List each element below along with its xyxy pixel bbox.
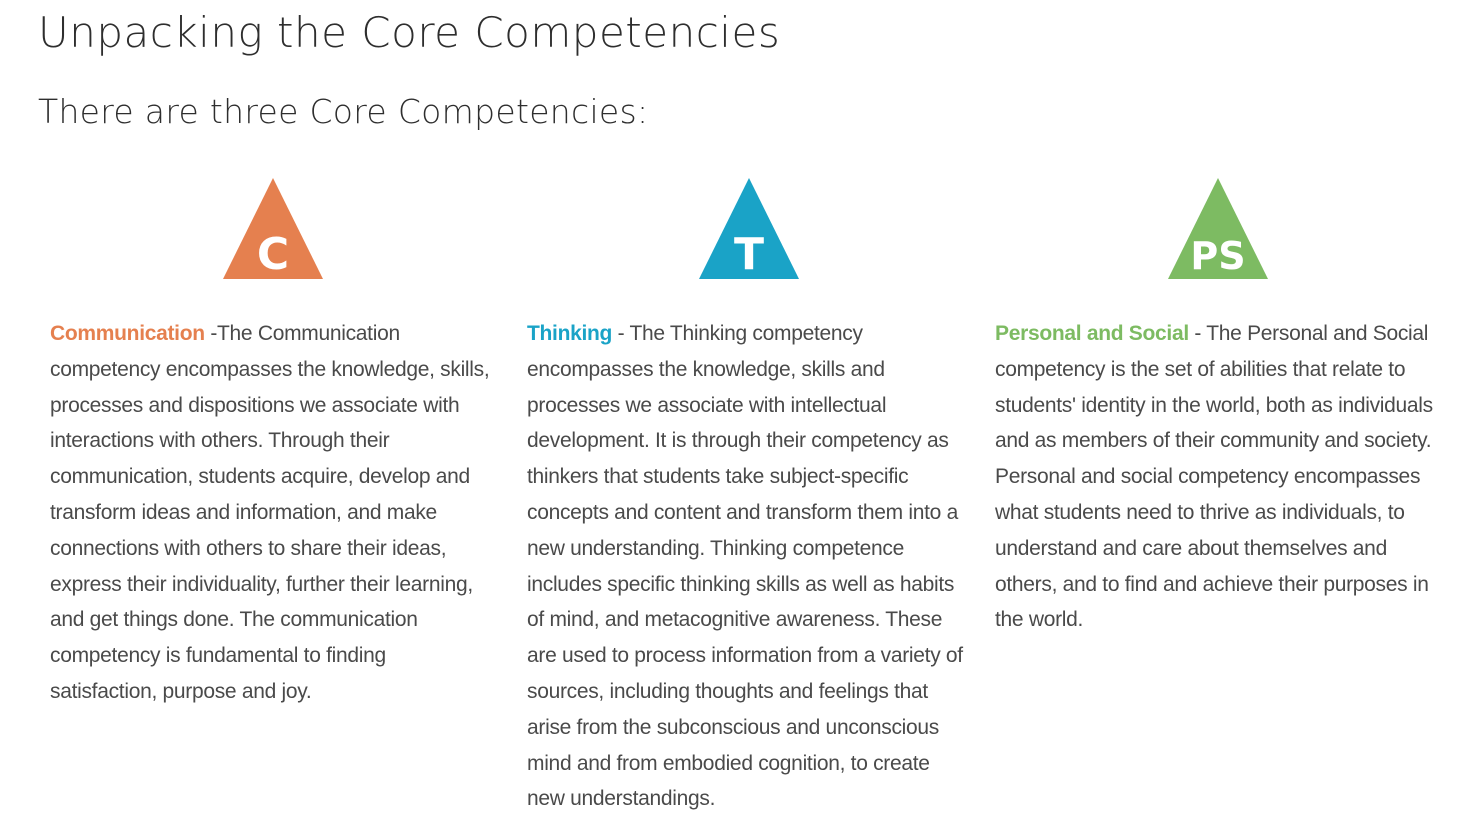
communication-triangle-shape — [223, 178, 323, 279]
thinking-paragraph: Thinking - The Thinking competency encom… — [527, 316, 972, 817]
personal-social-paragraph: Personal and Social - The Personal and S… — [995, 316, 1440, 638]
personal-social-column: Personal and Social - The Personal and S… — [995, 316, 1440, 638]
communication-triangle-icon: C — [221, 176, 325, 280]
personal-social-description: The Personal and Social competency is th… — [995, 322, 1433, 632]
page-title: Unpacking the Core Competencies — [38, 8, 781, 57]
personal-social-triangle-icon: PS — [1166, 176, 1270, 280]
page-subtitle: There are three Core Competencies: — [38, 92, 649, 131]
thinking-description: The Thinking competency encompasses the … — [527, 322, 963, 811]
communication-description: The Communication competency encompasses… — [50, 322, 490, 703]
thinking-triangle-icon: T — [697, 176, 801, 280]
communication-separator: - — [204, 322, 218, 345]
personal-social-separator: - — [1188, 322, 1207, 345]
communication-term: Communication — [50, 322, 205, 345]
thinking-term: Thinking — [527, 322, 613, 345]
thinking-separator: - — [612, 322, 630, 345]
thinking-triangle-shape — [699, 178, 799, 279]
thinking-column: Thinking - The Thinking competency encom… — [527, 316, 972, 817]
communication-column: Communication -The Communication compete… — [50, 316, 490, 710]
personal-social-icon-letters: PS — [1190, 234, 1245, 278]
thinking-icon-letter: T — [734, 229, 764, 280]
personal-social-term: Personal and Social — [995, 322, 1189, 345]
communication-paragraph: Communication -The Communication compete… — [50, 316, 490, 710]
communication-icon-letter: C — [257, 229, 289, 280]
personal-social-triangle-shape — [1168, 178, 1268, 279]
